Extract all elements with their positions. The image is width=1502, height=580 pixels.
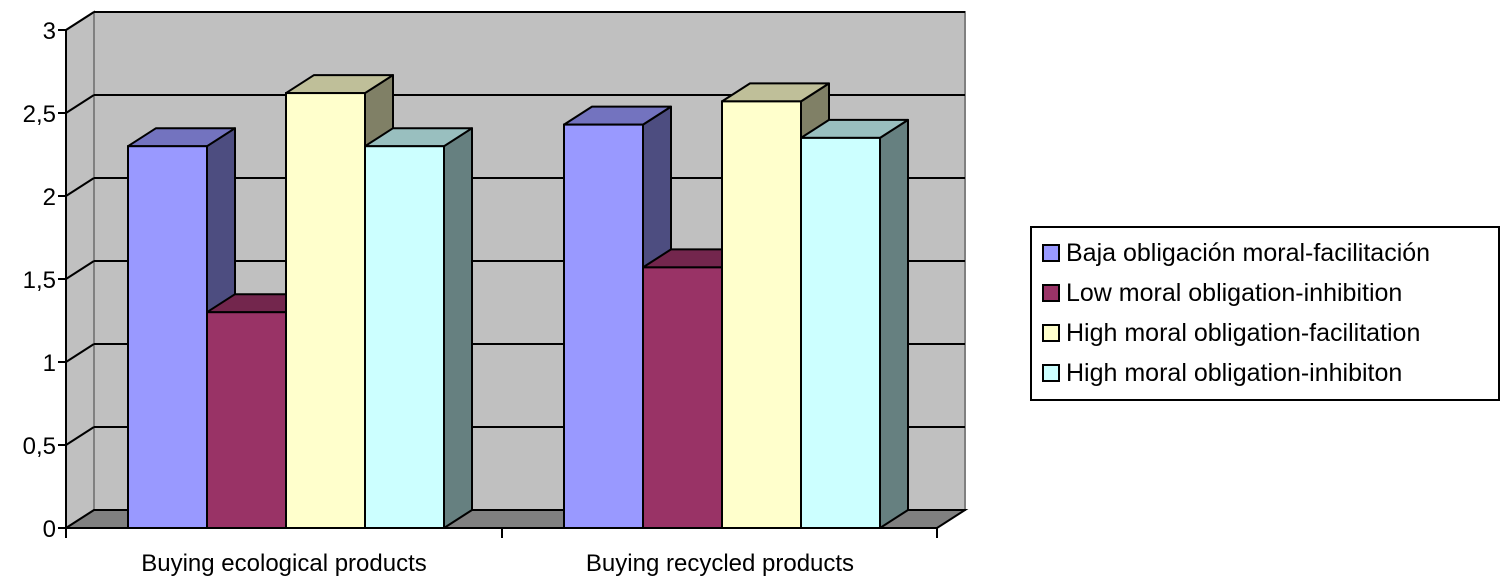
legend-item: Low moral obligation-inhibition <box>1042 276 1402 310</box>
legend-label: Baja obligación moral-facilitación <box>1066 238 1431 267</box>
y-tick-labels: 0 0,5 1 1,5 2 2,5 3 <box>23 18 56 543</box>
y-tick-label: 2 <box>43 184 56 211</box>
legend-item: High moral obligation-inhibiton <box>1042 356 1402 390</box>
bar <box>364 127 473 529</box>
legend-swatch <box>1042 284 1060 302</box>
gridline-side <box>65 94 95 114</box>
y-tick-label: 1,5 <box>23 267 56 294</box>
category-label: Buying ecological products <box>141 550 427 577</box>
axes <box>58 29 938 538</box>
legend-label: High moral obligation-inhibiton <box>1066 358 1403 387</box>
legend-label: Low moral obligation-inhibition <box>1066 278 1403 307</box>
bars <box>127 74 909 530</box>
y-tick-label: 0 <box>43 516 56 543</box>
legend-item: High moral obligation-facilitation <box>1042 316 1420 350</box>
gridline-side <box>65 260 95 280</box>
gridline-side <box>65 426 95 446</box>
bar-chart: 0 0,5 1 1,5 2 2,5 3 Buying ecological products… <box>23 10 969 577</box>
gridline-side <box>65 343 95 363</box>
y-tick-label: 0,5 <box>23 433 56 460</box>
legend-swatch <box>1042 324 1060 342</box>
gridline-side <box>65 177 95 197</box>
category-label: Buying recycled products <box>586 550 854 577</box>
legend: Baja obligación moral-facilitación Low mo… <box>1030 226 1500 401</box>
gridline-side <box>65 11 95 31</box>
y-tick-label: 3 <box>43 18 56 45</box>
category-labels: Buying ecological products Buying recycle… <box>141 550 854 577</box>
bar <box>800 118 909 529</box>
y-tick-label: 1 <box>43 350 56 377</box>
legend-label: High moral obligation-facilitation <box>1066 318 1421 347</box>
legend-swatch <box>1042 244 1060 262</box>
y-tick-label: 2,5 <box>23 101 56 128</box>
legend-swatch <box>1042 364 1060 382</box>
legend-item: Baja obligación moral-facilitación <box>1042 236 1430 270</box>
